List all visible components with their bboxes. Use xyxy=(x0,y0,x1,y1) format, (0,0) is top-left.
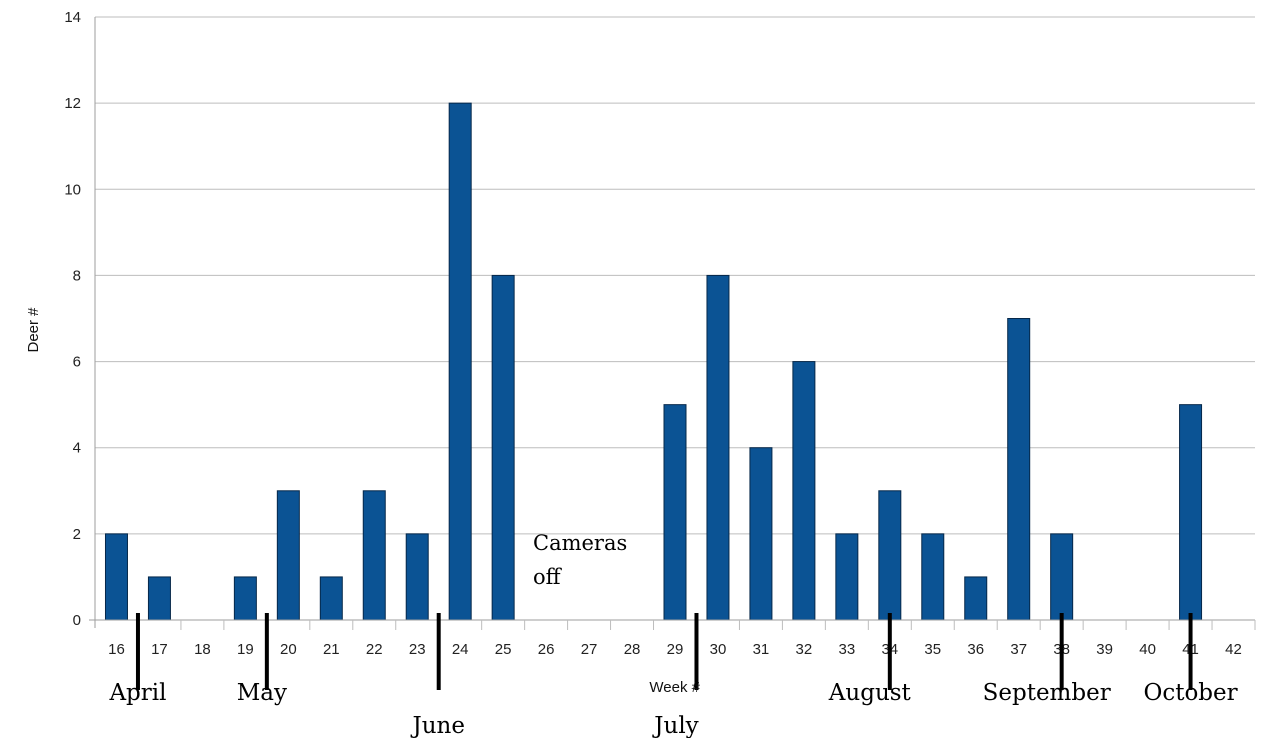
month-markers xyxy=(135,613,1193,690)
x-tick-label: 32 xyxy=(796,641,813,658)
x-tick-label: 27 xyxy=(581,641,598,658)
x-tick-label: 29 xyxy=(667,641,684,658)
month-label-august: August xyxy=(828,680,912,706)
bar-week-17 xyxy=(147,576,171,621)
x-tick-label: 23 xyxy=(409,641,426,658)
bar-week-35 xyxy=(921,533,945,621)
bar-week-20 xyxy=(276,490,300,621)
y-tick-label: 4 xyxy=(73,440,81,457)
bar-week-37 xyxy=(1007,318,1031,621)
bar-week-38 xyxy=(1050,533,1074,621)
x-tick-label: 35 xyxy=(924,641,941,658)
bar-week-32 xyxy=(792,361,816,621)
y-tick-label: 8 xyxy=(73,267,81,284)
y-axis-ticks: 0 2 4 6 8 10 12 14 xyxy=(64,9,81,629)
bar-week-36 xyxy=(964,576,988,621)
x-tick-label: 42 xyxy=(1225,641,1242,658)
x-tick-label: 30 xyxy=(710,641,727,658)
bars xyxy=(104,102,1203,621)
month-label-april: April xyxy=(108,680,166,706)
month-label-june: June xyxy=(410,713,464,738)
bar-week-33 xyxy=(835,533,859,621)
y-tick-label: 10 xyxy=(64,181,81,198)
x-tick-label: 40 xyxy=(1139,641,1156,658)
x-tick-label: 36 xyxy=(967,641,984,658)
y-tick-label: 0 xyxy=(73,612,81,629)
x-tick-label: 31 xyxy=(753,641,770,658)
x-tick-label: 21 xyxy=(323,641,340,658)
x-tick-label: 24 xyxy=(452,641,469,658)
bar-week-34 xyxy=(878,490,902,621)
x-tick-label: 39 xyxy=(1096,641,1113,658)
bar-week-19 xyxy=(233,576,257,621)
bar-week-22 xyxy=(362,490,386,621)
bar-week-21 xyxy=(319,576,343,621)
bar-week-30 xyxy=(706,274,730,621)
month-label-october: October xyxy=(1143,680,1237,706)
bar-week-31 xyxy=(749,447,773,621)
x-tick-label: 26 xyxy=(538,641,555,658)
x-tick-label: 28 xyxy=(624,641,641,658)
y-tick-label: 2 xyxy=(73,526,81,543)
month-label-may: May xyxy=(237,680,287,706)
x-tick-label: 17 xyxy=(151,641,168,658)
x-tick-label: 22 xyxy=(366,641,383,658)
y-tick-label: 6 xyxy=(73,354,81,371)
month-labels: April May June July August September October xyxy=(108,680,1237,738)
x-axis-title: Week # xyxy=(649,679,700,696)
cameras-off-note-line-2: off xyxy=(533,565,563,589)
month-label-september: September xyxy=(983,680,1111,706)
y-tick-label: 14 xyxy=(64,9,81,26)
x-tick-label: 19 xyxy=(237,641,254,658)
cameras-off-note-line-1: Cameras xyxy=(533,531,627,555)
x-tick-label: 20 xyxy=(280,641,297,658)
x-tick-label: 37 xyxy=(1010,641,1027,658)
gridlines xyxy=(95,16,1255,535)
bar-week-16 xyxy=(104,533,128,621)
x-tick-label: 33 xyxy=(839,641,856,658)
bar-week-23 xyxy=(405,533,429,621)
bar-week-24 xyxy=(448,102,472,621)
bar-week-25 xyxy=(491,274,515,621)
bar-week-29 xyxy=(663,404,687,621)
x-axis-ticks: 1617181920212223242526272829303132333435… xyxy=(108,641,1242,658)
y-tick-label: 12 xyxy=(64,95,81,112)
y-axis-title: Deer # xyxy=(25,307,42,353)
bar-week-41 xyxy=(1179,404,1203,621)
x-tick-label: 25 xyxy=(495,641,512,658)
x-tick-label: 16 xyxy=(108,641,125,658)
x-tick-label: 18 xyxy=(194,641,211,658)
month-label-july: July xyxy=(652,713,698,738)
